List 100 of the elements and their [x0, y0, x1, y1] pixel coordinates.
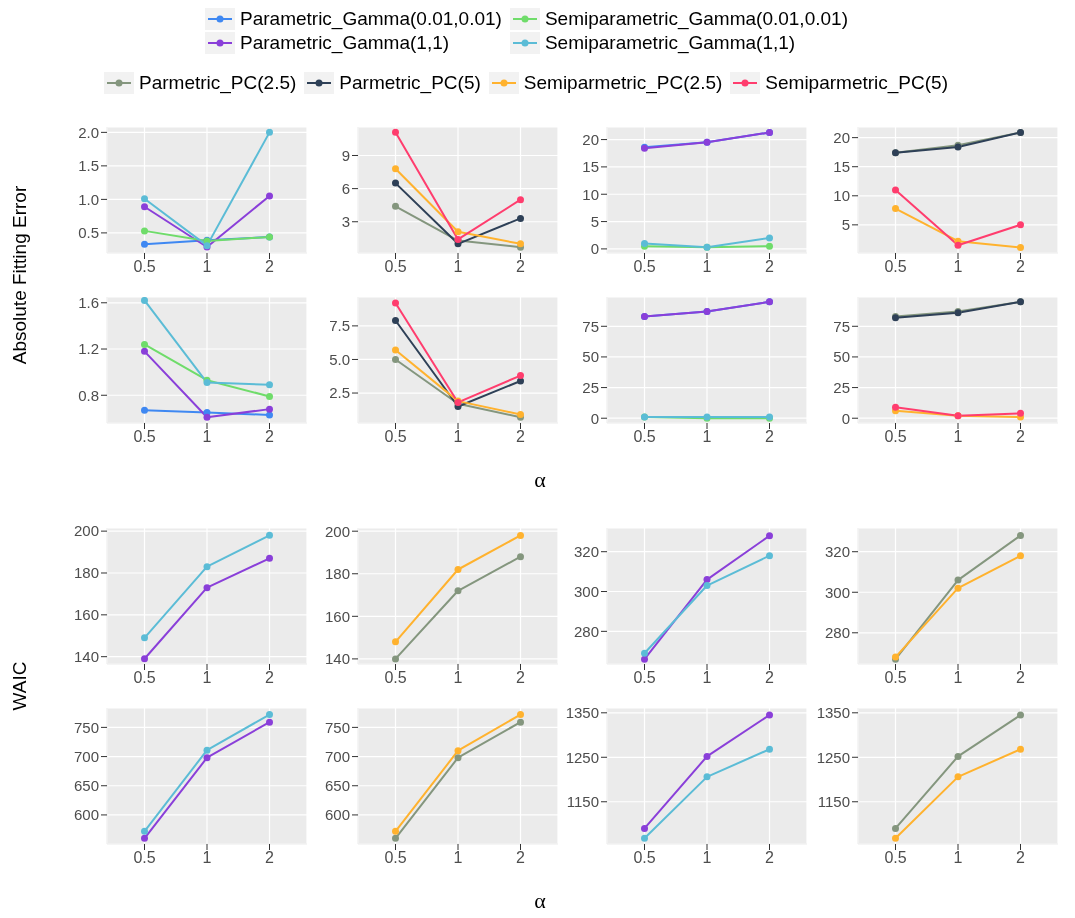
y-tick-label: 20 — [582, 130, 599, 148]
y-tick-label: 320 — [824, 543, 850, 561]
y-tick-label: 700 — [324, 747, 350, 765]
x-tick-label: 2 — [265, 849, 275, 867]
y-tick-label: 1150 — [566, 793, 599, 811]
y-tick-label: 0 — [841, 409, 850, 427]
x-tick-label: 1 — [202, 669, 212, 687]
x-tick-label: 2 — [1016, 849, 1026, 867]
y-tick-label: 5.0 — [329, 350, 350, 368]
x-tick-label: 2 — [265, 428, 275, 446]
y-tick-label: 75 — [582, 317, 599, 335]
y-tick-label: 1.6 — [78, 294, 99, 312]
y-tick-label: 10 — [582, 185, 599, 203]
x-tick-label: 2 — [765, 428, 775, 446]
y-tick-label: 25 — [833, 378, 850, 396]
y-tick-label: 1250 — [816, 748, 850, 766]
legend-label: Parametric_Gamma(1,1) — [240, 32, 450, 54]
x-tick-label: 0.5 — [633, 258, 656, 276]
y-tick-label: 25 — [582, 378, 599, 396]
y-tick-label: 700 — [73, 747, 99, 765]
x-tick-label: 1 — [953, 258, 963, 276]
legend-label: Parmetric_PC(2.5) — [139, 72, 297, 94]
x-tick-label: 2 — [765, 669, 775, 687]
y-tick-label: 5 — [590, 212, 599, 230]
x-tick-label: 1 — [953, 849, 963, 867]
x-tick-label: 1 — [453, 849, 463, 867]
y-tick-label: 1150 — [817, 793, 850, 811]
x-tick-label: 1 — [202, 849, 212, 867]
y-tick-label: 1350 — [565, 704, 599, 722]
y-axis-title: Absolute Fitting Error — [8, 184, 31, 367]
x-tick-label: 2 — [265, 258, 275, 276]
y-tick-label: 1250 — [565, 748, 599, 766]
y-tick-label: 160 — [324, 607, 350, 625]
y-tick-label: 200 — [324, 522, 350, 540]
y-tick-label: 1.5 — [78, 157, 99, 175]
x-tick-label: 1 — [702, 258, 712, 276]
y-tick-label: 3 — [341, 213, 350, 231]
x-tick-label: 0.5 — [884, 428, 907, 446]
x-tick-label: 0.5 — [133, 669, 156, 687]
y-tick-label: 600 — [324, 806, 350, 824]
x-tick-label: 0.5 — [884, 258, 907, 276]
y-tick-label: 75 — [833, 317, 850, 335]
x-tick-label: 0.5 — [384, 849, 407, 867]
y-tick-label: 10 — [833, 187, 850, 205]
x-tick-label: 0.5 — [633, 849, 656, 867]
y-tick-label: 140 — [73, 648, 99, 665]
y-tick-label: 280 — [824, 624, 850, 642]
x-tick-label: 2 — [765, 849, 775, 867]
x-tick-label: 0.5 — [633, 669, 656, 687]
y-tick-label: 320 — [573, 543, 599, 561]
y-tick-label: 2.0 — [78, 123, 99, 141]
x-tick-label: 2 — [1016, 669, 1026, 687]
x-tick-label: 0.5 — [884, 849, 907, 867]
x-tick-label: 0.5 — [884, 669, 907, 687]
x-tick-label: 2 — [1016, 428, 1026, 446]
x-tick-label: 2 — [516, 258, 526, 276]
y-tick-label: 140 — [324, 650, 350, 668]
x-tick-label: 1 — [453, 428, 463, 446]
legend-label: Parmetric_PC(5) — [339, 72, 481, 94]
text: α — [534, 888, 546, 914]
y-tick-label: 180 — [324, 565, 350, 583]
x-tick-label: 1 — [453, 258, 463, 276]
y-tick-label: 50 — [833, 348, 850, 366]
x-tick-label: 2 — [516, 849, 526, 867]
x-tick-label: 0.5 — [384, 258, 407, 276]
y-tick-label: 0 — [590, 240, 599, 258]
x-tick-label: 0.5 — [633, 428, 656, 446]
y-tick-label: 1.0 — [78, 190, 99, 208]
y-tick-label: 300 — [824, 583, 850, 601]
x-tick-label: 1 — [702, 849, 712, 867]
x-tick-label: 0.5 — [133, 428, 156, 446]
y-tick-label: 650 — [73, 777, 99, 795]
legend-label: Semiparmetric_PC(2.5) — [523, 72, 723, 94]
y-tick-label: 9 — [341, 146, 350, 164]
legend-label: Semiparametric_Gamma(1,1) — [544, 32, 796, 54]
y-tick-label: 750 — [73, 718, 99, 736]
x-tick-label: 1 — [953, 428, 963, 446]
x-tick-label: 2 — [265, 669, 275, 687]
legend-label: Parametric_Gamma(0.01,0.01) — [240, 8, 502, 30]
y-tick-label: 5 — [841, 216, 850, 234]
y-tick-label: 1350 — [816, 704, 850, 722]
text: α — [534, 467, 546, 493]
y-tick-label: 0 — [590, 409, 599, 427]
x-tick-label: 1 — [453, 669, 463, 687]
y-tick-label: 200 — [73, 522, 99, 540]
x-tick-label: 2 — [516, 428, 526, 446]
x-tick-label: 0.5 — [384, 669, 407, 687]
x-tick-label: 1 — [702, 428, 712, 446]
y-tick-label: 650 — [324, 777, 350, 795]
y-tick-label: 1.2 — [78, 340, 99, 358]
y-tick-label: 2.5 — [329, 384, 350, 402]
x-tick-label: 1 — [702, 669, 712, 687]
y-tick-label: 180 — [73, 564, 99, 582]
y-tick-label: 6 — [341, 179, 350, 197]
y-tick-label: 0.8 — [78, 386, 99, 404]
legend-label: Semiparametric_Gamma(0.01,0.01) — [544, 8, 848, 30]
legend-label: Semiparmetric_PC(5) — [765, 72, 948, 94]
x-tick-label: 2 — [516, 669, 526, 687]
y-tick-label: 280 — [573, 622, 599, 640]
x-tick-label: 2 — [765, 258, 775, 276]
